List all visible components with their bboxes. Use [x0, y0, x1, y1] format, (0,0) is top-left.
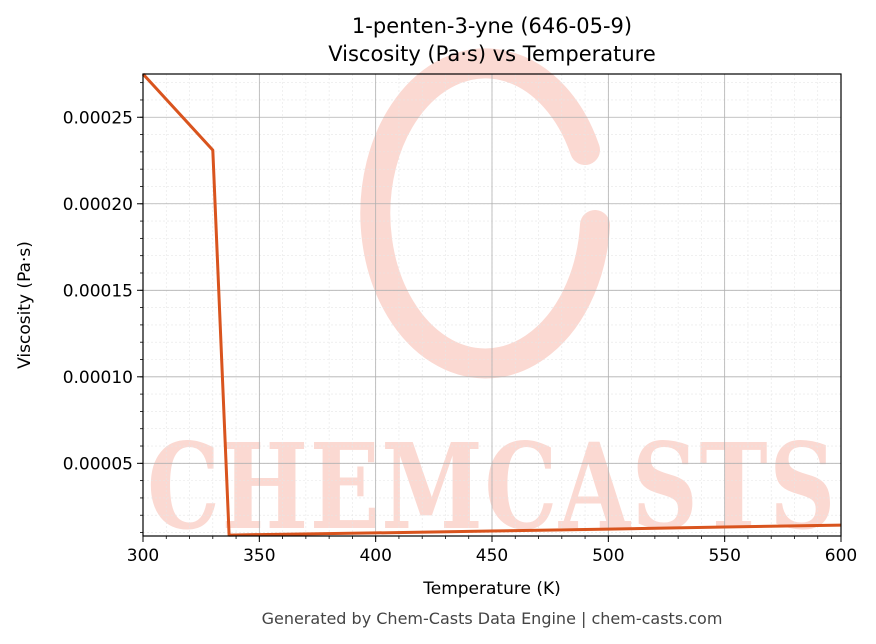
- y-tick-label: 0.00020: [63, 195, 133, 215]
- y-tick-label: 0.00010: [63, 368, 133, 388]
- x-tick-label: 400: [359, 546, 391, 566]
- y-tick-label: 0.00005: [63, 454, 133, 474]
- x-tick-label: 350: [243, 546, 275, 566]
- x-tick-label: 300: [127, 546, 159, 566]
- chart-title-line1: 1-penten-3-yne (646-05-9): [352, 14, 632, 38]
- x-axis-label: Temperature (K): [422, 579, 561, 599]
- y-axis-label: Viscosity (Pa·s): [15, 241, 35, 369]
- x-tick-label: 500: [592, 546, 624, 566]
- x-axis-ticks: 300 350 400 450 500 550 600: [127, 536, 857, 566]
- y-axis-ticks: 0.00005 0.00010 0.00015 0.00020 0.00025: [63, 82, 143, 533]
- series-layer: [141, 72, 842, 537]
- watermark-swirl: [360, 48, 610, 379]
- footer-credit: Generated by Chem-Casts Data Engine | ch…: [262, 609, 723, 628]
- x-tick-label: 550: [708, 546, 740, 566]
- x-tick-label: 600: [825, 546, 857, 566]
- y-tick-label: 0.00015: [63, 281, 133, 301]
- y-tick-label: 0.00025: [63, 108, 133, 128]
- series-line: [141, 72, 842, 537]
- chart-title-line2: Viscosity (Pa·s) vs Temperature: [328, 42, 656, 66]
- x-tick-label: 450: [476, 546, 508, 566]
